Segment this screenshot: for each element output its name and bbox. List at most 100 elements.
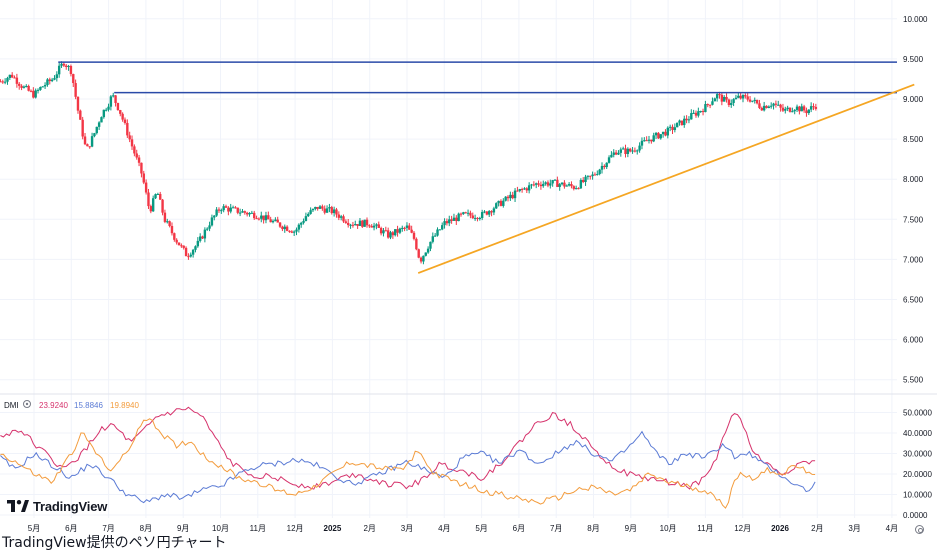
candle-body [676,122,679,128]
candle-body [405,225,409,228]
candle-body [229,207,232,212]
candle-body [619,149,623,153]
candle-body [520,189,524,191]
candle-body [478,218,482,220]
candle-body [455,217,458,222]
candle-body [126,122,129,136]
candle-body [471,215,474,219]
candle-body [492,208,496,213]
candle-body [704,104,707,113]
price-axis[interactable]: 10.000 9.500 9.000 8.500 8.000 7.500 7.000 6.50… [903,15,928,385]
candle-body [532,184,536,186]
dmi-axis[interactable]: 50.0000 40.0000 30.0000 20.0000 10.0000 0.000… [903,409,932,521]
candle-body [182,245,185,248]
price-axis-tick: 9.000 [903,95,924,104]
candle-body [626,148,630,155]
candle-body [525,188,529,191]
candle-body [159,193,162,200]
candle-body [271,220,275,223]
candle-body [316,206,319,209]
tradingview-mark-icon [7,500,29,512]
candle-body [563,182,566,187]
candle-body [144,182,148,193]
candle-body [591,174,594,177]
time-axis-label: 8月 [140,524,152,533]
tradingview-logo[interactable]: TradingView [7,498,107,514]
candle-body [177,242,181,246]
tradingview-wordmark: TradingView [33,498,108,514]
candle-body [732,99,735,103]
candle-body [516,190,519,192]
candle-body [20,85,23,88]
candle-body [577,188,580,190]
candle-body [422,255,425,262]
candle-body [123,119,127,123]
candle-body [523,188,526,190]
candle-body [351,224,355,226]
candle-body [659,134,662,139]
candle-body [151,198,155,212]
candle-body [168,221,171,227]
dmi-pane[interactable] [0,406,816,509]
candle-body [788,107,792,112]
candle-body [166,221,169,223]
dmi-line-di_minus [0,418,816,509]
candle-body [86,144,89,147]
candle-body [361,220,364,227]
candle-body [692,112,695,114]
dmi-di-plus-value: 15.8846 [74,401,103,410]
candle-body [180,245,183,247]
candle-body [95,126,98,134]
candle-body [441,225,444,230]
candle-body [584,176,587,183]
candle-body [513,190,517,199]
candle-body [499,200,503,206]
settings-gear-icon[interactable] [915,525,924,534]
candle-body [483,211,486,213]
candle-body [741,95,745,99]
candle-body [222,206,225,211]
candle-body [130,139,134,147]
time-axis-label: 2月 [363,524,375,533]
candle-body [535,183,538,185]
candle-body [83,136,87,145]
candle-body [579,180,583,189]
candle-body [720,94,724,102]
candle-body [762,105,766,111]
candle-body [800,106,803,112]
candle-body [558,184,561,187]
candle-body [196,240,200,247]
candle-body [97,122,101,127]
candle-body [295,229,298,232]
candle-body [189,254,192,257]
candle-body [57,65,61,75]
candle-body [238,212,242,214]
candle-body [262,215,265,221]
candle-body [121,113,124,120]
dmi-visibility-icon[interactable] [23,400,31,408]
candle-body [260,215,263,219]
candle-body [309,210,312,214]
candle-body [678,120,681,123]
candle-body [774,103,778,105]
candle-body [314,206,317,209]
candle-body [290,231,294,233]
price-pane[interactable] [0,61,915,274]
candle-body [488,211,491,215]
time-axis-label: 12月 [734,524,751,533]
candle-body [612,152,615,155]
dmi-indicator-title[interactable]: DMI [4,401,19,410]
candle-body [0,81,2,83]
candle-body [335,209,338,215]
candle-body [746,96,749,100]
candle-body [718,94,721,96]
candle-body [161,199,164,213]
candle-body [119,110,122,114]
candle-body [201,236,204,239]
candle-body [664,131,667,136]
time-axis[interactable]: 5月 6月 7月 8月 9月 10月 11月 12月 2025 2月 3月 4月 5月 6月 7月 8月 9月 1… [28,524,898,533]
candle-body [215,209,218,216]
support-trendline[interactable] [417,83,915,274]
time-axis-label: 2月 [811,524,823,533]
